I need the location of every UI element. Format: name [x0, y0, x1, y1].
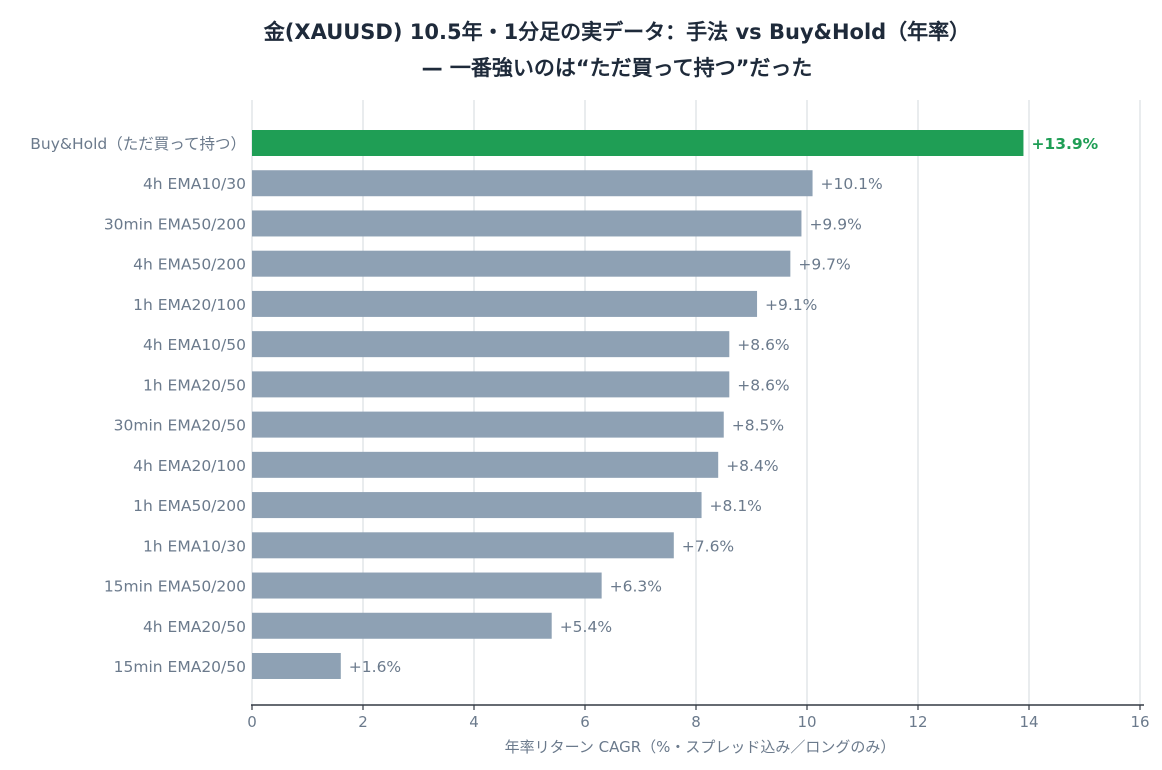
- value-label: +6.3%: [610, 578, 662, 596]
- value-label: +5.4%: [560, 618, 612, 636]
- bar: [252, 331, 730, 358]
- bar: [252, 411, 724, 438]
- chart-title-block: 金(XAUUSD) 10.5年・1分足の実データ：手法 vs Buy&Hold（…: [0, 14, 1162, 86]
- category-label: 30min EMA50/200: [104, 215, 246, 233]
- category-label: Buy&Hold（ただ買って持つ）: [30, 135, 246, 153]
- category-label: 1h EMA10/30: [143, 537, 246, 555]
- x-tick-label: 4: [469, 713, 479, 731]
- bar: [252, 612, 552, 639]
- value-label: +13.9%: [1031, 135, 1098, 153]
- bar: [252, 451, 719, 478]
- value-label: +1.6%: [349, 658, 401, 676]
- category-label: 4h EMA20/100: [133, 457, 246, 475]
- bar: [252, 170, 813, 197]
- category-label: 1h EMA20/100: [133, 296, 246, 314]
- x-tick-label: 16: [1130, 713, 1149, 731]
- category-label: 4h EMA20/50: [143, 618, 246, 636]
- bar: [252, 210, 802, 237]
- category-label: 30min EMA20/50: [114, 417, 246, 435]
- chart-title: 金(XAUUSD) 10.5年・1分足の実データ：手法 vs Buy&Hold（…: [263, 20, 971, 44]
- value-label: +9.1%: [765, 296, 817, 314]
- bar: [252, 250, 791, 277]
- category-label: 15min EMA50/200: [104, 578, 246, 596]
- x-tick-label: 12: [908, 713, 927, 731]
- bar: [252, 371, 730, 398]
- highlight-bar: [252, 130, 1024, 156]
- value-label: +8.5%: [732, 417, 784, 435]
- bar: [252, 290, 758, 317]
- value-label: +8.6%: [737, 336, 789, 354]
- x-tick-label: 6: [580, 713, 590, 731]
- value-label: +8.1%: [710, 497, 762, 515]
- category-label: 15min EMA20/50: [114, 658, 246, 676]
- category-label: 4h EMA10/30: [143, 175, 246, 193]
- value-label: +9.7%: [798, 256, 850, 274]
- x-tick-label: 2: [358, 713, 368, 731]
- value-label: +9.9%: [809, 215, 861, 233]
- value-label: +8.4%: [726, 457, 778, 475]
- chart-subtitle: — 一番強いのは“ただ買って持つ”だった: [421, 56, 813, 80]
- x-tick-label: 0: [247, 713, 257, 731]
- category-label: 4h EMA10/50: [143, 336, 246, 354]
- bar: [252, 572, 602, 599]
- bar: [252, 532, 674, 559]
- x-tick-label: 10: [797, 713, 816, 731]
- value-label: +7.6%: [682, 537, 734, 555]
- value-label: +10.1%: [821, 175, 883, 193]
- category-label: 1h EMA20/50: [143, 376, 246, 394]
- bar: [252, 652, 341, 679]
- category-label: 4h EMA50/200: [133, 256, 246, 274]
- category-label: 1h EMA50/200: [133, 497, 246, 515]
- x-tick-label: 14: [1019, 713, 1038, 731]
- x-tick-label: 8: [691, 713, 701, 731]
- value-label: +8.6%: [737, 376, 789, 394]
- x-axis-label: 年率リターン CAGR（%・スプレッド込み／ロングのみ）: [505, 738, 896, 756]
- bar: [252, 492, 702, 519]
